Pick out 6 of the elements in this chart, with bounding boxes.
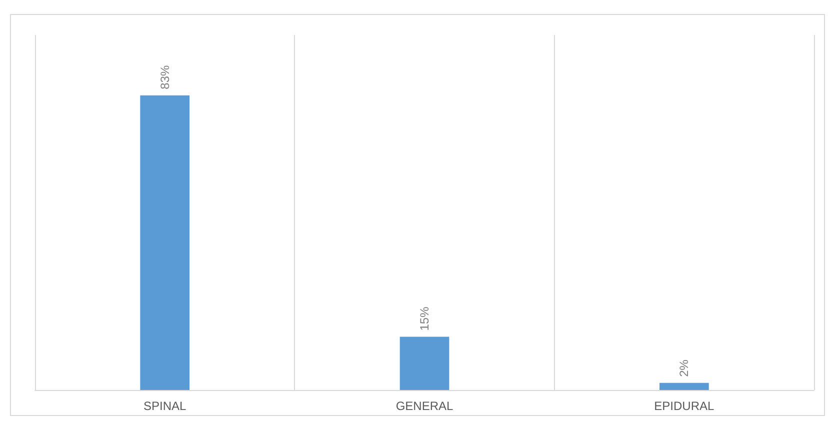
x-tick-label: GENERAL bbox=[396, 399, 454, 413]
data-label: 2% bbox=[677, 359, 692, 377]
x-tick-label: EPIDURAL bbox=[654, 399, 714, 413]
x-tick-label: SPINAL bbox=[143, 399, 186, 413]
data-label: 15% bbox=[418, 306, 432, 331]
data-label: 83% bbox=[158, 65, 172, 90]
